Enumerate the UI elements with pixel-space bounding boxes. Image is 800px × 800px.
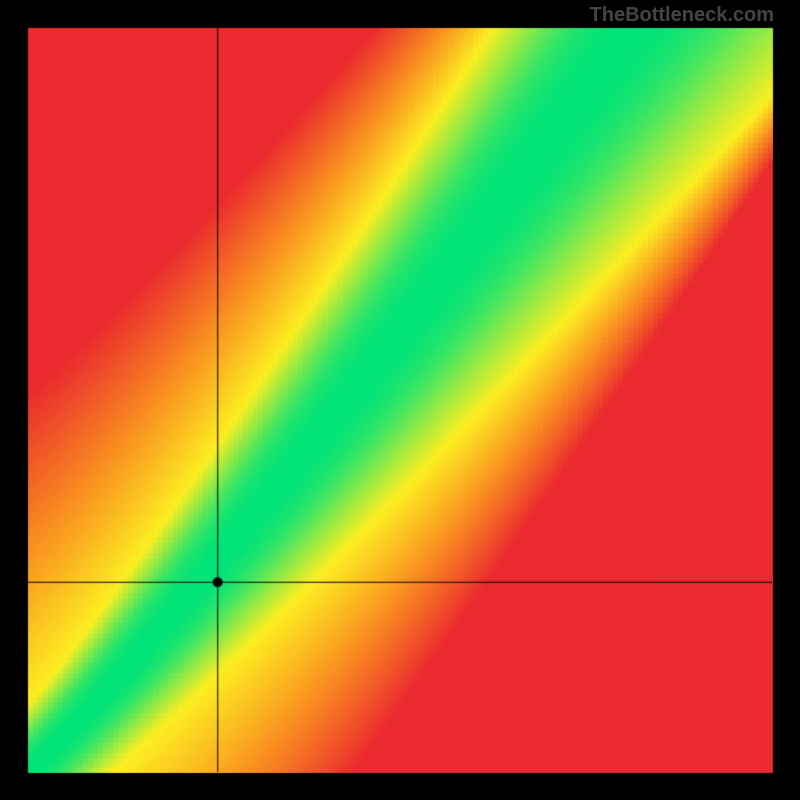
chart-container: TheBottleneck.com bbox=[0, 0, 800, 800]
bottleneck-heatmap bbox=[0, 0, 800, 800]
watermark-text: TheBottleneck.com bbox=[590, 4, 774, 27]
